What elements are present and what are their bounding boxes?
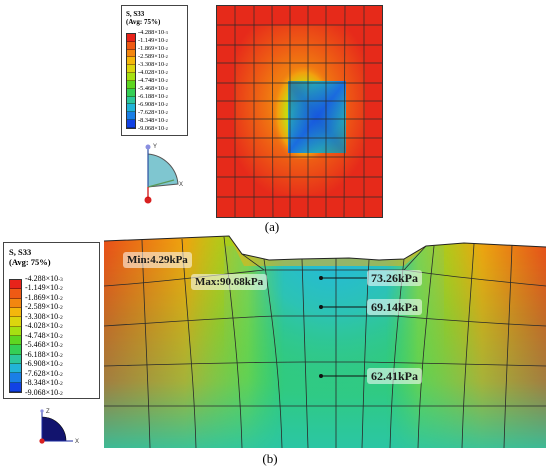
legend-tick-label: -5.468×10-2 (138, 84, 168, 92)
legend-tick-label: -4.288×10-3 (25, 273, 63, 283)
legend-tick-label: -6.188×10-2 (138, 92, 168, 100)
surface-outline (104, 235, 546, 261)
mesh-top (216, 5, 383, 218)
legend-color-segment (127, 65, 135, 74)
contour-plot-bottom (104, 235, 546, 448)
legend-color-segment (127, 80, 135, 89)
legend-tick-label: -4.748×10-2 (25, 330, 63, 340)
legend-tick-label: -3.308×10-2 (25, 311, 63, 321)
legend-title-bottom: S, S33 (Avg: 75%) (9, 247, 51, 267)
legend-tick-label: -1.149×10-2 (138, 36, 168, 44)
legend-color-segment (10, 280, 21, 290)
leader-lines (321, 277, 367, 377)
legend-tick-label: -2.589×10-2 (25, 302, 63, 312)
axis-triad-bottom: Z X (39, 409, 79, 445)
legend-color-segment (10, 317, 21, 327)
legend-color-segment (10, 307, 21, 318)
legend-color-segment (127, 104, 135, 113)
legend-color-segment (10, 289, 21, 299)
legend-tick-label: -6.908×10-2 (138, 100, 168, 108)
legend-tick-label: -8.348×10-2 (25, 378, 63, 388)
legend-color-segment (127, 49, 135, 58)
legend-tick-label: -4.288×10-3 (138, 28, 168, 36)
legend-tick-label: -1.149×10-2 (25, 283, 63, 293)
legend-color-segment (10, 326, 21, 336)
legend-color-segment (127, 57, 135, 66)
legend-tick-label: -1.869×10-2 (25, 292, 63, 302)
caption-b: (b) (262, 451, 278, 466)
legend-colorbar-bottom (9, 279, 22, 393)
legend-color-segment (10, 345, 21, 355)
legend-tick-label: -6.188×10-2 (25, 349, 63, 359)
legend-top: S, S33 (Avg: 75%) -4.288×10-3 -1.149×10-2… (121, 5, 188, 136)
annotation-min: Min:4.29kPa (123, 252, 192, 268)
annotation-p2: 69.14kPa (367, 299, 423, 315)
legend-color-segment (127, 112, 135, 121)
legend-tick-label: -4.028×10-2 (138, 68, 168, 76)
legend-color-segment (127, 120, 135, 128)
axis-triad-top: Y X (144, 144, 183, 204)
legend-tick-label: -9.068×10-2 (25, 387, 63, 397)
annotation-p1: 73.26kPa (367, 270, 423, 286)
legend-color-segment (127, 73, 135, 81)
legend-tick-label: -7.628×10-2 (25, 368, 63, 378)
legend-color-segment (10, 298, 21, 308)
legend-color-segment (10, 363, 21, 374)
legend-colorbar-top (126, 33, 136, 129)
legend-tick-label: -7.628×10-2 (138, 108, 168, 116)
contour-plot-top (216, 5, 383, 218)
legend-tick-label: -5.468×10-2 (25, 340, 63, 350)
legend-tick-label: -3.308×10-2 (138, 60, 168, 68)
legend-tick-label: -4.028×10-2 (25, 321, 63, 331)
triad-bottom-x-label: X (75, 439, 79, 445)
legend-color-segment (10, 335, 21, 346)
caption-a: (a) (264, 219, 280, 234)
annotation-max: Max:90.68kPa (191, 274, 268, 290)
legend-tick-label: -9.068×10-2 (138, 124, 168, 132)
legend-tick-label: -2.589×10-2 (138, 52, 168, 60)
legend-tick-label: -8.348×10-2 (138, 116, 168, 124)
legend-title-top: S, S33 (Avg: 75%) (126, 10, 161, 26)
legend-color-segment (127, 34, 135, 42)
legend-tick-label: -1.869×10-2 (138, 44, 168, 52)
legend-color-segment (10, 373, 21, 383)
legend-color-segment (10, 382, 21, 392)
probe-points (319, 276, 323, 378)
triad-bottom-z-label: Z (46, 409, 50, 415)
legend-color-segment (127, 96, 135, 105)
legend-bottom: S, S33 (Avg: 75%) -4.288×10-3 -1.149×10-2… (3, 242, 100, 399)
legend-tick-label: -4.748×10-2 (138, 76, 168, 84)
triad-top-x-label: X (179, 182, 183, 188)
legend-color-segment (127, 88, 135, 97)
triad-top-y-label: Y (153, 144, 157, 150)
annotation-p3: 62.41kPa (367, 368, 423, 384)
legend-color-segment (10, 354, 21, 364)
legend-color-segment (127, 41, 135, 50)
legend-tick-label: -6.908×10-2 (25, 359, 63, 369)
